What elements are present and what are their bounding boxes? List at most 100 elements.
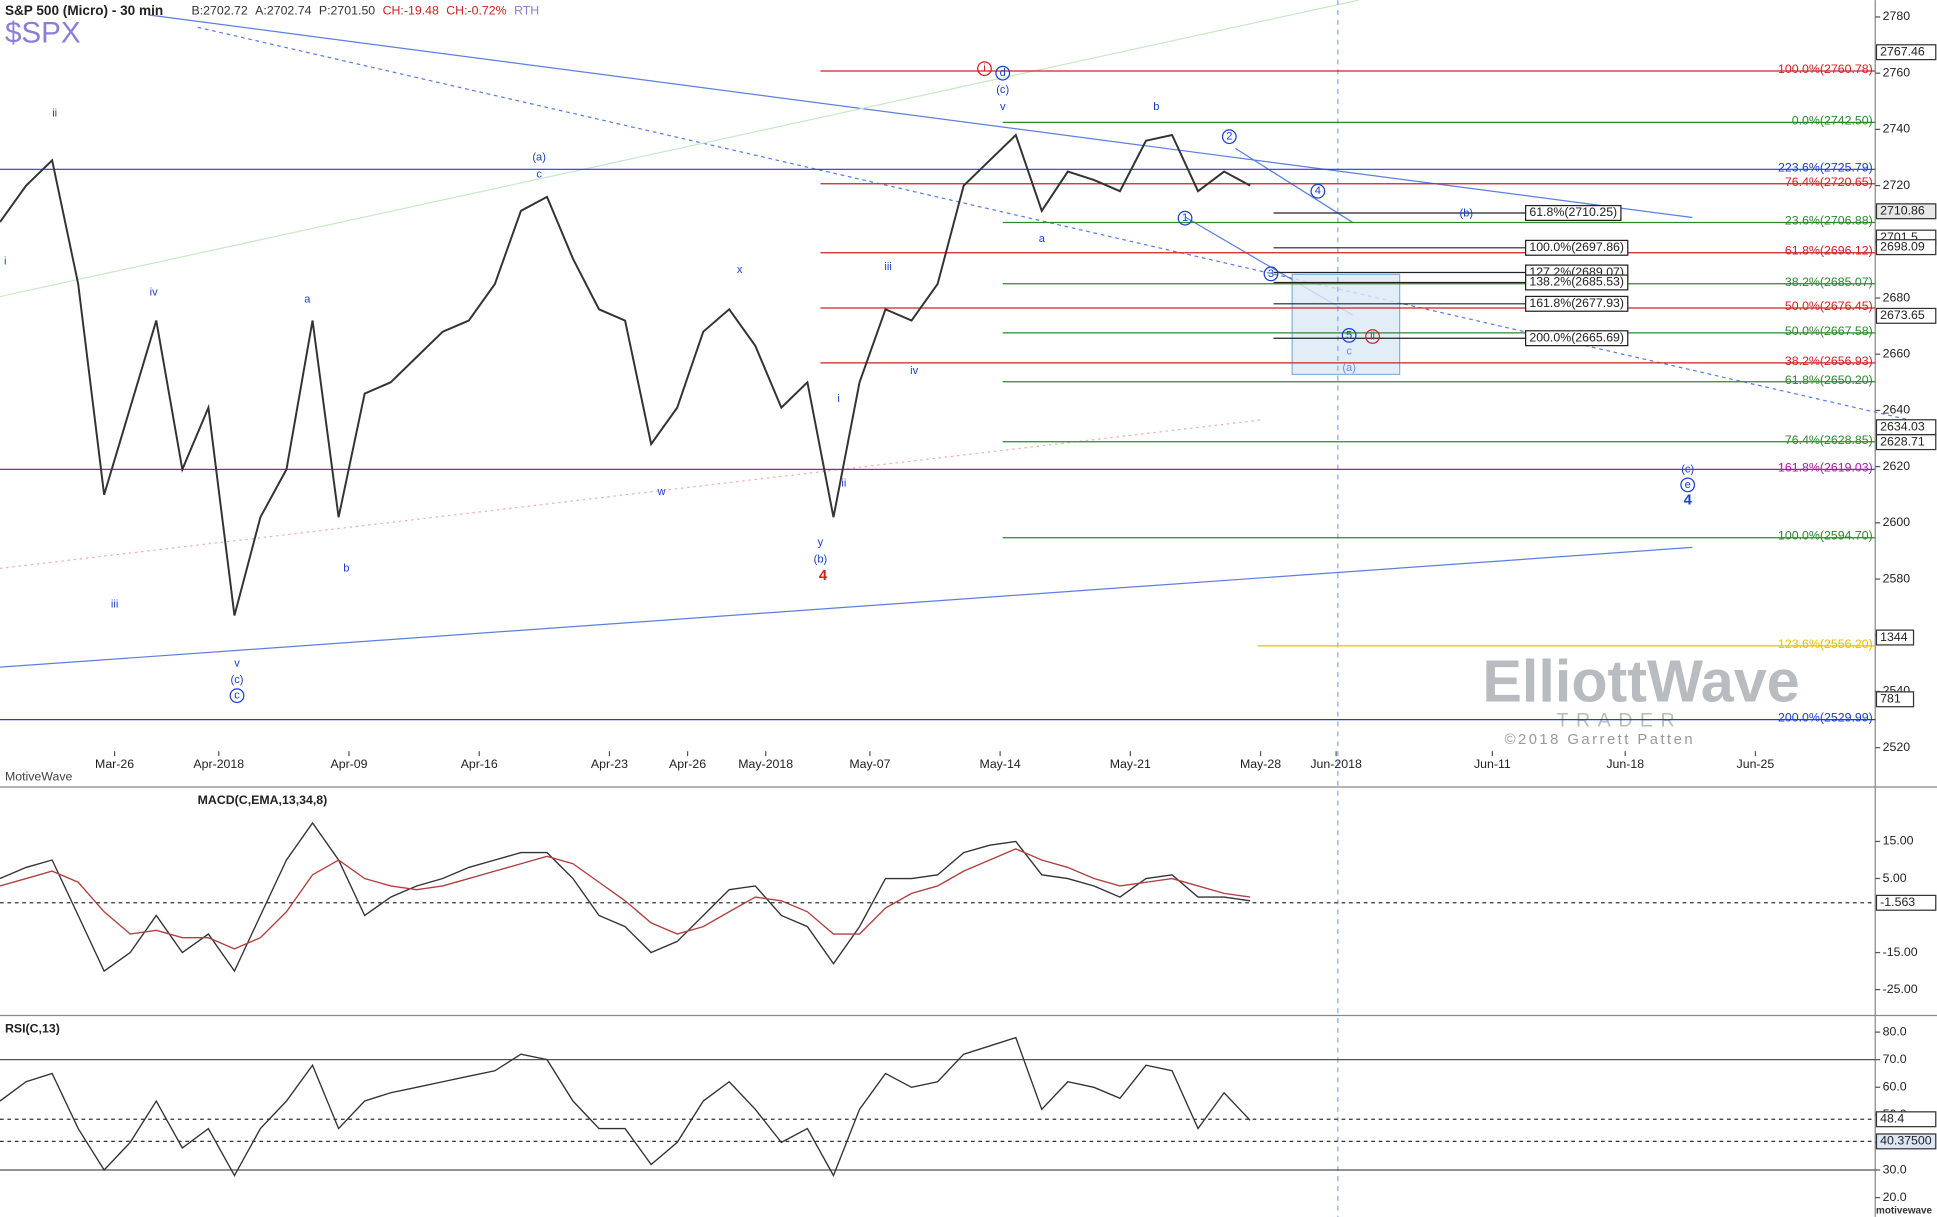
wave-circle: [1310, 183, 1326, 199]
fib-label: 200.0%(2529.99): [1778, 711, 1873, 725]
quote-item: B:2702.72: [191, 3, 247, 17]
fib-label: 38.2%(2685.07): [1785, 275, 1873, 289]
axis-marker: [1875, 434, 1937, 451]
series-line: [0, 133, 1251, 616]
wave-label: v: [234, 657, 240, 669]
fib-label: 61.8%(2696.12): [1785, 244, 1873, 258]
quote-item: CH:-0.72%: [446, 3, 506, 17]
y-tick-label: 2660: [1883, 346, 1911, 360]
quote-item: A:2702.74: [255, 3, 311, 17]
wave-label: (c): [996, 84, 1009, 96]
x-tick-label: Apr-16: [461, 757, 498, 771]
wave-label: (c): [231, 674, 244, 686]
x-tick-label: Jun-11: [1474, 757, 1511, 771]
wave-label: (b): [1460, 208, 1474, 220]
panel: 2520254025602580260026202640266026802700…: [0, 9, 1937, 771]
wave-circle: [1341, 327, 1357, 343]
fib-label: 50.0%(2667.58): [1785, 324, 1873, 338]
fib-label: 161.8%(2677.93): [1529, 296, 1624, 310]
wave-label: 3: [1268, 268, 1274, 280]
axis-marker: [1875, 307, 1937, 324]
fib-label: 61.8%(2650.20): [1785, 373, 1873, 387]
watermark: ElliottWave TRADER ©2018 Garrett Patten: [1482, 647, 1799, 748]
wave-label: ii: [841, 477, 846, 489]
axis-marker: [1875, 1133, 1937, 1150]
watermark-logo: ElliottWave: [1482, 647, 1799, 714]
wave-label: (b): [814, 553, 828, 565]
wave-label: b: [1153, 101, 1159, 113]
wave-label: y: [818, 536, 824, 548]
x-tick-label: May-28: [1240, 757, 1281, 771]
series-line: [0, 821, 1251, 973]
wave-label: iii: [884, 261, 891, 273]
quote-item: RTH: [514, 3, 539, 17]
x-tick-label: Jun-2018: [1310, 757, 1362, 771]
axis-marker-label: 48.4: [1880, 1112, 1904, 1126]
wave-label: 5: [1346, 329, 1352, 341]
wave-label: x: [737, 264, 743, 276]
y-tick-label: 2780: [1883, 9, 1911, 23]
watermark-credit: ©2018 Garrett Patten: [1505, 732, 1695, 748]
x-tick-label: Apr-09: [330, 757, 367, 771]
y-tick-label: 2720: [1883, 178, 1911, 192]
x-tick-label: Apr-23: [591, 757, 628, 771]
wave-label: ii: [1370, 330, 1375, 342]
fib-label: 100.0%(2697.86): [1529, 240, 1624, 254]
fib-label-box: [1525, 274, 1629, 291]
series-line: [0, 848, 1251, 950]
volume-label-box: [1875, 691, 1915, 708]
footer: motivewave: [1876, 1205, 1932, 1216]
y-tick-label: -25.00: [1883, 982, 1918, 996]
volume-label: 781: [1880, 692, 1901, 706]
y-tick-label: 2580: [1883, 571, 1911, 585]
wave-label: 2: [1226, 131, 1232, 143]
y-tick-label: 70.0: [1883, 1052, 1907, 1066]
y-tick-label: 15.00: [1883, 834, 1914, 848]
wave-label: 4: [1684, 492, 1693, 508]
wave-label: c: [1346, 345, 1352, 357]
wave-circle: [1221, 129, 1237, 145]
x-tick-label: May-2018: [738, 757, 793, 771]
axis-marker-label: 40.37500: [1880, 1134, 1932, 1148]
wave-circle: [1365, 329, 1380, 344]
wave-circle: [977, 61, 992, 77]
axis-marker-label: 2698.09: [1880, 239, 1925, 253]
wave-label: b: [343, 563, 349, 575]
symbol: $SPX: [5, 17, 81, 50]
wave-label: iv: [910, 365, 918, 377]
y-tick-label: 2620: [1883, 459, 1911, 473]
wave-label: v: [1000, 101, 1006, 113]
x-tick-label: Apr-26: [669, 757, 706, 771]
fib-label: 200.0%(2665.69): [1529, 330, 1624, 344]
axis-marker: [1875, 203, 1937, 220]
x-tick-label: Jun-25: [1737, 757, 1775, 771]
wave-circle: [995, 65, 1011, 81]
y-tick-label: 30.0: [1883, 1162, 1907, 1176]
y-tick-label: -15.00: [1883, 945, 1918, 959]
wave-label: 1: [1182, 212, 1188, 224]
wave-label: (a): [532, 151, 546, 163]
fib-label: 38.2%(2656.93): [1785, 354, 1873, 368]
y-tick-label: 60.0: [1883, 1080, 1907, 1094]
panel-title: MACD(C,EMA,13,34,8): [198, 793, 328, 807]
wave-label: (a): [1342, 362, 1356, 374]
wave-label: c: [234, 690, 240, 702]
fib-label-box: [1525, 239, 1629, 256]
wave-circle: [1680, 477, 1696, 493]
wave-label: ii: [52, 107, 57, 119]
fib-label-box: [1525, 204, 1622, 222]
wave-circle: [229, 688, 245, 704]
y-tick-label: 2600: [1883, 515, 1911, 529]
y-tick-label: 2520: [1883, 740, 1911, 754]
axis-marker-label: -1.563: [1880, 895, 1915, 909]
wave-circle: [1263, 266, 1279, 282]
quote-item: CH:-19.48: [383, 3, 439, 17]
fib-label: 161.8%(2619.03): [1778, 460, 1873, 474]
panel-title: RSI(C,13): [5, 1021, 60, 1035]
chart-title: S&P 500 (Micro) - 30 min: [5, 3, 163, 18]
